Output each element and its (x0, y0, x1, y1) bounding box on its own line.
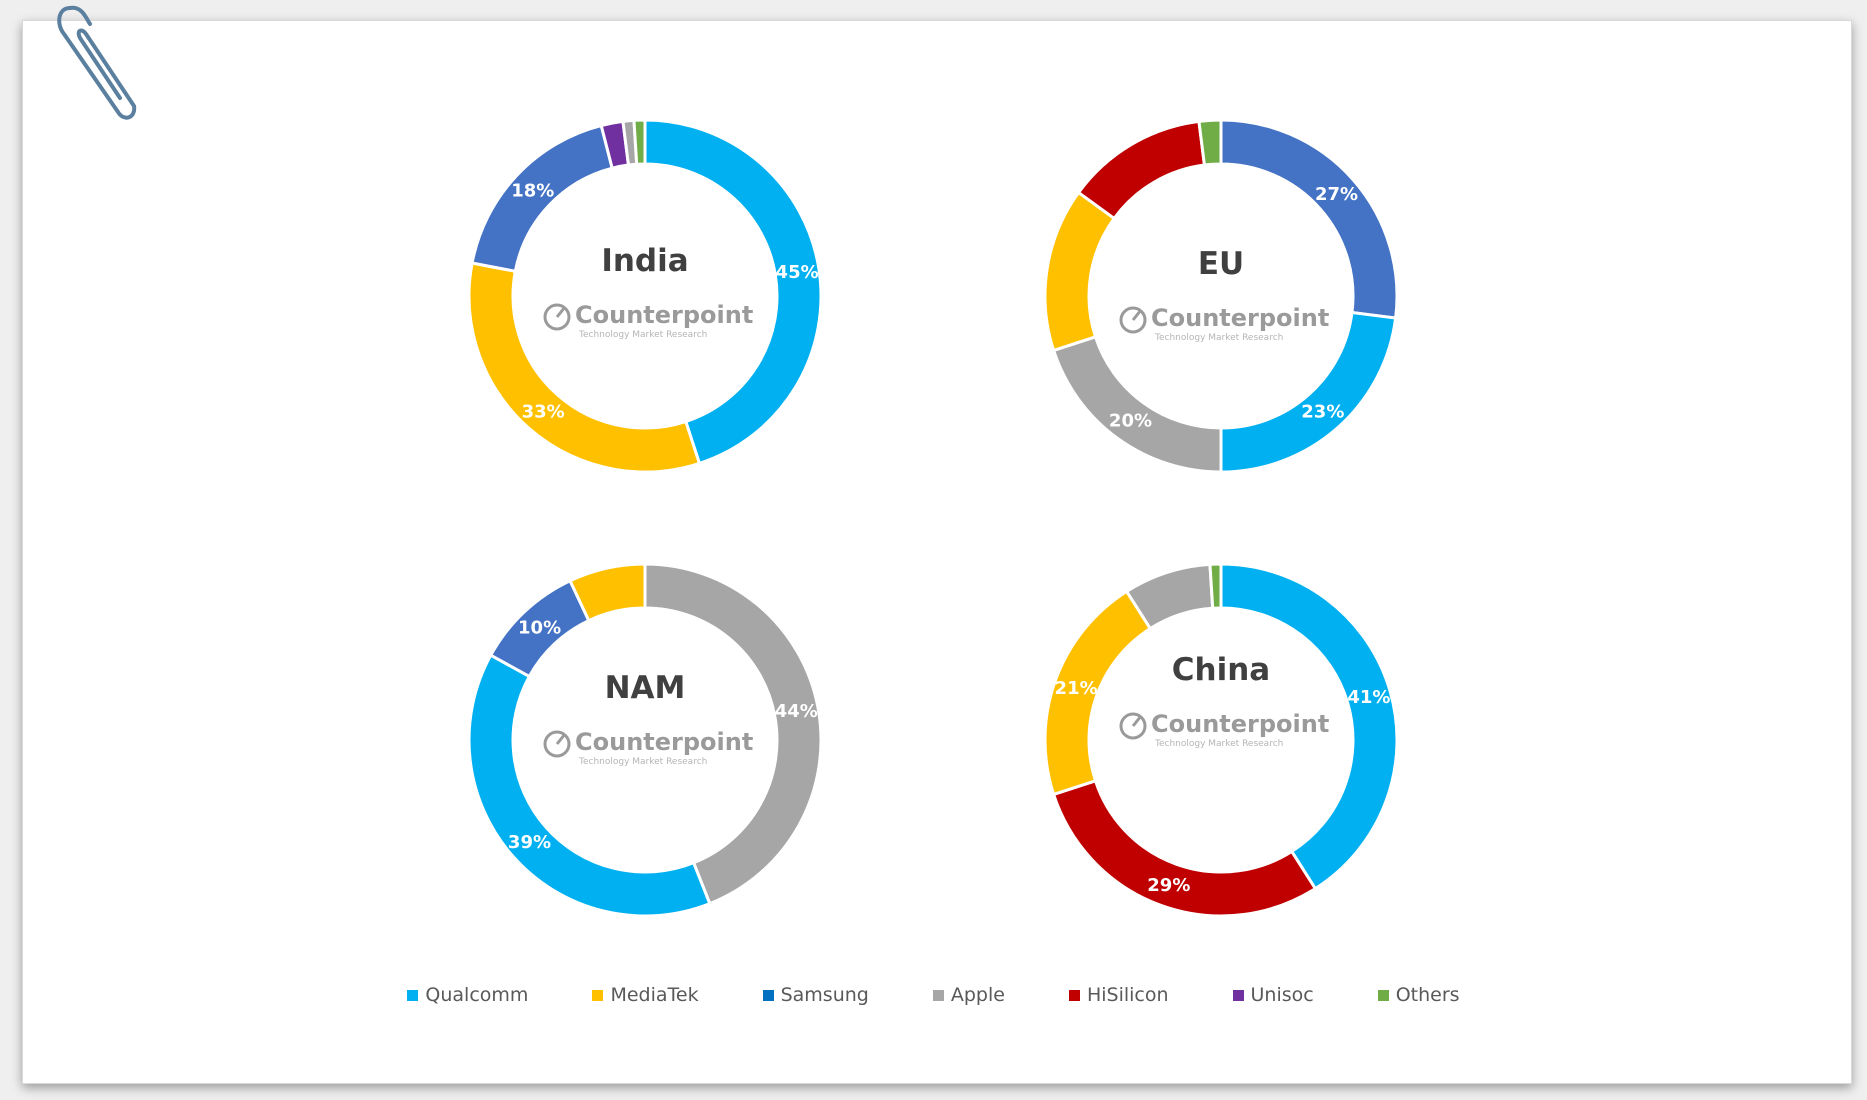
chart-title: China (1172, 652, 1270, 688)
watermark-name: Counterpoint (1151, 304, 1329, 332)
legend-item-apple: Apple (895, 984, 1005, 1006)
slice-qualcomm (643, 118, 823, 466)
slice-mediatek (568, 562, 647, 623)
legend-swatch (1377, 989, 1389, 1001)
chart-card (22, 20, 1852, 1084)
slice-mediatek (1043, 190, 1117, 353)
legend-label: Qualcomm (425, 984, 529, 1006)
slice-others (1197, 118, 1223, 167)
slice-samsung (1219, 118, 1399, 320)
watermark-subtitle: Technology Market Research (578, 757, 707, 767)
data-label: 39% (508, 832, 551, 853)
legend-swatch (407, 989, 419, 1001)
slice-mediatek (467, 261, 702, 474)
legend-item-samsung: Samsung (725, 984, 869, 1006)
legend-label: HiSilicon (1086, 984, 1169, 1006)
legend-item-hisilicon: HiSilicon (1031, 984, 1169, 1006)
paperclip-icon (57, 5, 137, 120)
counterpoint-logo-icon (1119, 306, 1147, 334)
data-label: 23% (1301, 402, 1344, 423)
watermark-name: Counterpoint (575, 301, 753, 329)
data-label: 45% (776, 262, 819, 283)
legend-item-mediatek: MediaTek (554, 984, 699, 1006)
data-label: 29% (1147, 875, 1190, 896)
slice-others (1208, 562, 1223, 610)
legend-item-unisoc: Unisoc (1195, 984, 1314, 1006)
legend-label: Apple (950, 984, 1005, 1006)
legend-swatch (932, 989, 944, 1001)
legend-label: Unisoc (1250, 984, 1314, 1006)
data-label: 10% (518, 618, 561, 639)
watermark-subtitle: Technology Market Research (578, 330, 707, 340)
chart-title: NAM (605, 670, 686, 706)
watermark-subtitle: Technology Market Research (1154, 739, 1283, 749)
data-label: 44% (775, 701, 818, 722)
legend-label: MediaTek (610, 984, 699, 1006)
counterpoint-logo-icon (543, 303, 571, 331)
chart-legend: Qualcomm MediaTek Samsung Apple HiSilicon Uni… (0, 984, 1867, 1006)
slice-apple (1051, 334, 1223, 474)
data-label: 41% (1347, 687, 1390, 708)
chart-title: India (601, 243, 688, 279)
legend-swatch (762, 989, 774, 1001)
data-label: 21% (1055, 678, 1098, 699)
data-label: 33% (522, 402, 565, 423)
chart-title: EU (1198, 246, 1244, 282)
watermark-subtitle: Technology Market Research (1154, 333, 1283, 343)
slice-apple (643, 562, 823, 906)
slice-others (632, 118, 647, 166)
legend-label: Samsung (780, 984, 869, 1006)
data-label: 20% (1109, 411, 1152, 432)
watermark-name: Counterpoint (575, 728, 753, 756)
counterpoint-logo-icon (543, 730, 571, 758)
legend-swatch (592, 989, 604, 1001)
legend-swatch (1068, 989, 1080, 1001)
legend-item-others: Others (1340, 984, 1460, 1006)
legend-swatch (1232, 989, 1244, 1001)
slice-hisilicon (1076, 119, 1207, 221)
legend-item-qualcomm: Qualcomm (407, 984, 528, 1006)
data-label: 18% (511, 181, 554, 202)
legend-label: Others (1395, 984, 1460, 1006)
data-label: 27% (1315, 184, 1358, 205)
slice-qualcomm (1219, 562, 1399, 891)
counterpoint-logo-icon (1119, 712, 1147, 740)
slice-qualcomm (467, 653, 712, 918)
watermark-name: Counterpoint (1151, 710, 1329, 738)
